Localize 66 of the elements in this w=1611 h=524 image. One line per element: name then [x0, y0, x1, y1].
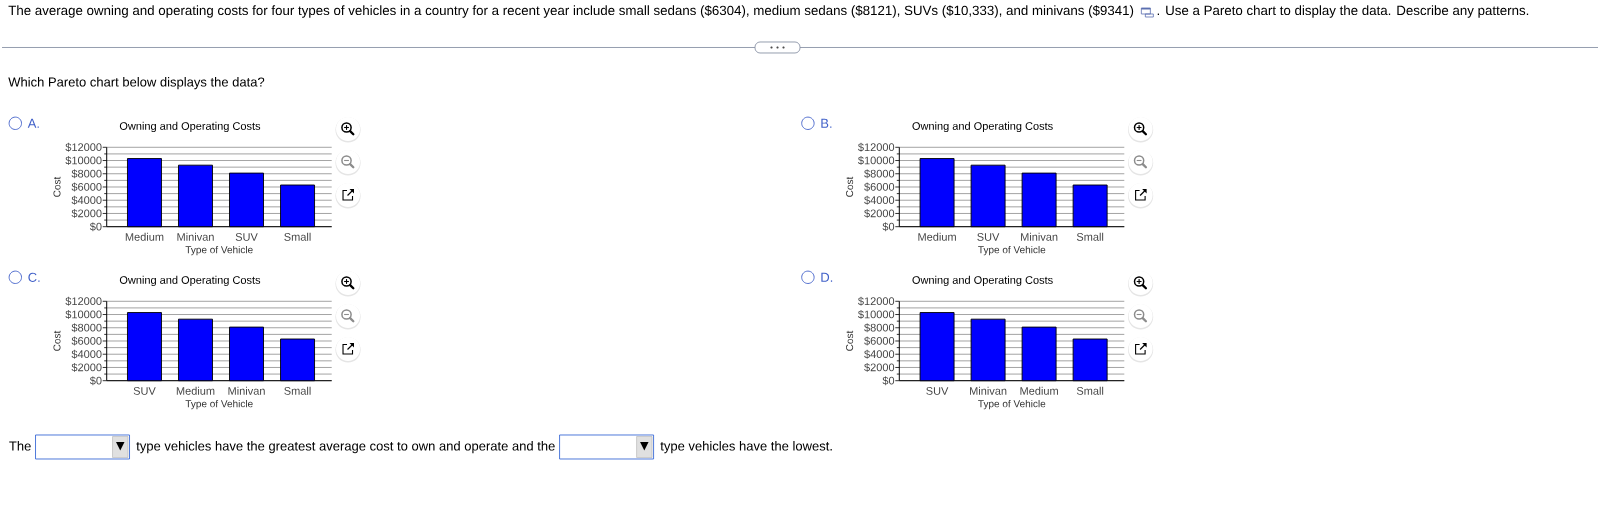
y-tick-label: $0	[882, 376, 895, 386]
y-tick-label: $0	[89, 376, 102, 386]
y-tick-label: $2000	[864, 363, 895, 372]
text: type vehicles have the lowest.	[660, 441, 832, 454]
chart-title: Owning and Operating Costs	[912, 121, 1053, 133]
y-tick-label: $10000	[65, 156, 102, 165]
y-tick-label: $4000	[71, 349, 102, 359]
y-tick-label: $8000	[71, 323, 102, 333]
y-tick-label: $12000	[858, 296, 895, 306]
chart-title: Owning and Operating Costs	[119, 121, 261, 133]
x-tick-label: SUV	[235, 233, 258, 241]
x-axis-title: Type of Vehicle	[185, 399, 253, 410]
y-tick-label: $0	[882, 222, 895, 232]
y-tick-label: $4000	[71, 195, 102, 205]
text: A.	[27, 118, 39, 128]
text: B.	[821, 118, 832, 128]
chart-title: Owning and Operating Costs	[119, 275, 261, 287]
y-axis-title: Cost	[53, 330, 61, 351]
y-tick-label: $8000	[71, 169, 102, 179]
x-axis-title: Type of Vehicle	[978, 245, 1046, 256]
text: Which Pareto chart below displays the data?	[8, 77, 265, 90]
y-tick-label: $8000	[864, 323, 895, 333]
x-tick-label: SUV	[977, 233, 1000, 241]
text: type vehicles have the greatest average cost to own and operate and the	[136, 441, 555, 454]
x-tick-label: Small	[1076, 232, 1104, 241]
y-tick-label: $10000	[858, 156, 895, 165]
x-tick-label: Medium	[125, 232, 164, 241]
x-tick-label: Minivan	[970, 386, 1007, 395]
x-tick-label: Minivan	[177, 232, 214, 241]
x-tick-label: Small	[284, 232, 311, 241]
x-tick-label: SUV	[926, 387, 949, 395]
y-tick-label: $4000	[864, 349, 895, 359]
y-tick-label: $12000	[65, 296, 102, 306]
y-tick-label: $12000	[858, 142, 895, 152]
y-tick-label: $12000	[65, 142, 102, 152]
text: C.	[28, 272, 40, 282]
text: The	[9, 441, 31, 451]
y-tick-label: $6000	[71, 182, 102, 192]
y-axis-title: Cost	[846, 176, 854, 197]
text: D.	[821, 272, 833, 282]
x-tick-label: SUV	[133, 387, 156, 395]
y-tick-label: $0	[89, 222, 102, 232]
x-tick-label: Minivan	[1021, 232, 1058, 241]
x-axis-title: Type of Vehicle	[185, 245, 253, 256]
y-tick-label: $2000	[71, 363, 102, 372]
chart-title: Owning and Operating Costs	[912, 275, 1053, 287]
y-tick-label: $6000	[864, 336, 895, 346]
y-tick-label: $2000	[71, 209, 102, 218]
y-axis-title: Cost	[846, 330, 854, 351]
x-tick-label: Medium	[918, 232, 956, 241]
y-tick-label: $6000	[864, 182, 895, 192]
y-axis-title: Cost	[53, 176, 61, 197]
x-axis-title: Type of Vehicle	[978, 399, 1046, 410]
y-tick-label: $10000	[858, 310, 895, 319]
x-tick-label: Minivan	[228, 386, 265, 395]
x-tick-label: Medium	[176, 386, 215, 395]
y-tick-label: $6000	[71, 336, 102, 346]
x-tick-label: Small	[1076, 386, 1104, 395]
text: The average owning and operating costs for four types of vehicles in a country for a recent year include small sedans ($6304), medium sedans ($8121), SUVs ($10,333), and minivans ($9341)	[8, 5, 1134, 18]
x-tick-label: Medium	[1020, 386, 1058, 395]
y-tick-label: $10000	[65, 310, 102, 319]
y-tick-label: $8000	[864, 169, 895, 179]
x-tick-label: Small	[284, 386, 311, 395]
y-tick-label: $2000	[864, 209, 895, 218]
text: . Use a Pareto chart to display the data. Describe any patterns.	[1157, 5, 1529, 18]
y-tick-label: $4000	[864, 195, 895, 205]
